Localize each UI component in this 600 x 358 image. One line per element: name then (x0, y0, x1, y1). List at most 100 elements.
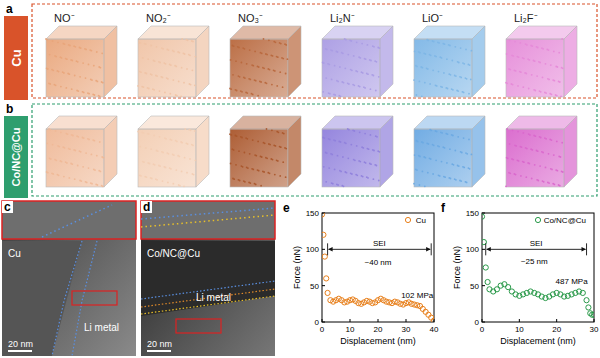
speckle (553, 51, 555, 53)
speckle (140, 71, 142, 73)
marks (482, 214, 594, 317)
panel-letter: d (143, 200, 150, 214)
speckle (515, 174, 517, 176)
speckle (438, 146, 440, 148)
speckle (88, 64, 90, 66)
speckle (55, 84, 57, 86)
speckle (376, 136, 378, 138)
speckle (525, 73, 527, 75)
speckle (523, 161, 525, 163)
x-tick (350, 319, 351, 322)
speckle (178, 52, 180, 54)
speckle (66, 162, 68, 164)
speckle (419, 52, 421, 54)
speckle (509, 39, 511, 41)
speckle (269, 144, 271, 146)
speckle (553, 154, 555, 156)
sei-end (431, 243, 432, 255)
cube-front (322, 129, 380, 187)
speckle (249, 79, 251, 81)
speckle (427, 172, 429, 174)
cube-side (564, 116, 577, 187)
speckle (334, 169, 336, 171)
speckle (63, 176, 65, 178)
speckle (277, 56, 279, 58)
speckle (507, 157, 509, 159)
speckle (525, 176, 527, 178)
speckle (252, 94, 254, 96)
speckle (263, 171, 265, 173)
x-tick-label: 20 (374, 325, 383, 334)
data-point (485, 279, 490, 284)
cube-front (138, 129, 196, 187)
speckle (233, 149, 235, 151)
speckle (548, 153, 550, 155)
speckle (522, 132, 524, 134)
speckle (186, 172, 188, 174)
speckle (523, 58, 525, 60)
speckle (164, 92, 166, 94)
speckle (83, 92, 85, 94)
speckle (506, 82, 508, 84)
speckle (192, 41, 194, 43)
speckle (356, 71, 358, 73)
speckle (356, 174, 358, 176)
speckle (548, 182, 550, 184)
cube (229, 116, 301, 187)
x-tick (594, 319, 595, 322)
speckle (272, 55, 274, 57)
x-axis-label: Displacement (nm) (340, 336, 416, 346)
speckle (551, 139, 553, 141)
speckle (137, 131, 139, 133)
speckle (528, 163, 530, 165)
speckle (65, 87, 67, 89)
y-tick-label: 50 (470, 282, 479, 291)
speckle (260, 185, 262, 187)
inset (141, 201, 275, 239)
speckle (233, 178, 235, 180)
x-tick-label: 0 (320, 325, 325, 334)
annotation: ~40 nm (365, 258, 392, 267)
speckle (379, 151, 381, 153)
speckle (534, 164, 536, 166)
speckle (82, 62, 84, 64)
speckle (364, 87, 366, 89)
speckle (353, 84, 355, 86)
speckle (457, 136, 459, 138)
data-point (322, 232, 326, 237)
speckle (331, 154, 333, 156)
y-tick-label: 0 (315, 318, 320, 327)
speckle (156, 75, 158, 77)
speckle (452, 89, 454, 91)
data-point (482, 214, 485, 219)
speckle (537, 180, 539, 182)
cube (413, 116, 485, 187)
row-label: Co/NC@Cu (10, 128, 22, 187)
speckle (556, 141, 558, 143)
cube (322, 26, 393, 97)
speckle (83, 137, 85, 139)
speckle (329, 139, 331, 141)
speckle (252, 65, 254, 67)
plot-frame (322, 213, 434, 322)
speckle (255, 155, 257, 157)
legend-marker (405, 217, 410, 222)
speckle (518, 160, 520, 162)
speckle (429, 83, 431, 85)
panel-letter: c (4, 200, 11, 214)
speckle (367, 44, 369, 46)
speckle (548, 49, 550, 51)
speckle (545, 138, 547, 140)
speckle (77, 165, 79, 167)
speckle (512, 55, 514, 57)
speckle (285, 176, 287, 178)
speckle (190, 129, 192, 131)
x-tick-label: 10 (346, 325, 355, 334)
region-label: Li metal (196, 292, 231, 303)
speckle (154, 60, 156, 62)
speckle (414, 51, 416, 53)
speckle (181, 171, 183, 173)
speckle (77, 90, 79, 92)
speckle (343, 82, 345, 84)
cube (229, 26, 301, 97)
